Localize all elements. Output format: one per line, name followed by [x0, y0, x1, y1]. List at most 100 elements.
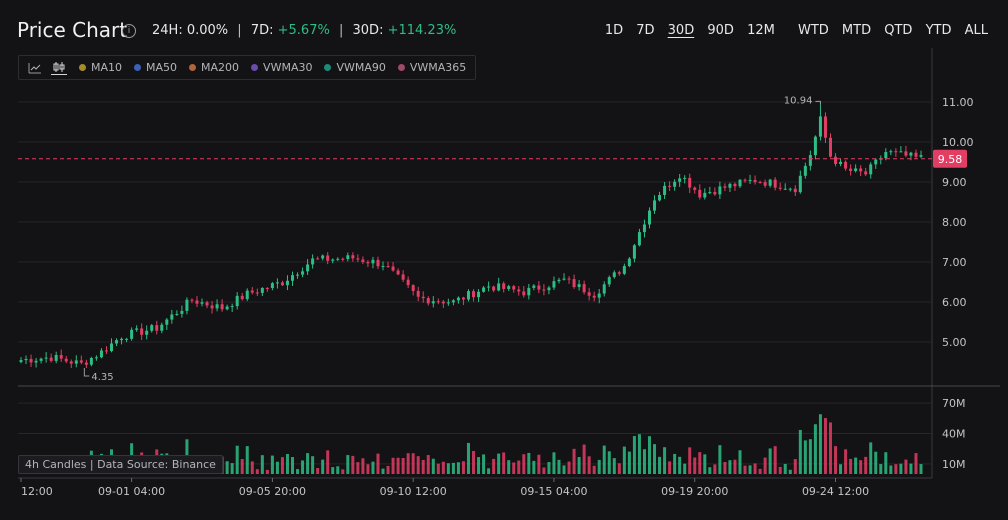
volume-bar	[542, 467, 546, 474]
volume-bar	[446, 463, 450, 474]
range-30d[interactable]: 30D	[667, 23, 695, 38]
volume-bar	[688, 447, 692, 474]
range-selector: 1D 7D 30D 90D 12M WTD MTD QTD YTD ALL	[596, 23, 988, 38]
candle-body	[29, 358, 33, 363]
volume-bar	[909, 463, 913, 474]
volume-bar	[793, 459, 797, 474]
candle-body	[135, 328, 139, 330]
volume-bar	[869, 442, 873, 474]
candle-body	[316, 258, 320, 260]
time-tick-label: 09-01 04:00	[98, 485, 165, 498]
info-icon[interactable]: i	[122, 24, 136, 38]
volume-bar	[798, 429, 802, 474]
volume-bar	[547, 462, 551, 474]
volume-tick-label: 70M	[942, 397, 966, 410]
indicator-ma200[interactable]: MA200	[189, 61, 239, 74]
volume-bar	[321, 459, 325, 474]
range-ytd[interactable]: YTD	[925, 23, 952, 38]
candle-body	[653, 200, 657, 211]
candle-body	[356, 258, 360, 260]
volume-bar	[658, 456, 662, 474]
volume-bar	[341, 469, 345, 474]
volume-bar	[899, 463, 903, 474]
volume-bar	[919, 464, 923, 474]
line-chart-icon[interactable]	[27, 61, 43, 75]
candle-body	[210, 305, 214, 309]
candle-body	[844, 161, 848, 169]
candle-body	[466, 291, 470, 300]
candle-body	[391, 266, 395, 271]
indicator-ma10[interactable]: MA10	[79, 61, 122, 74]
indicator-vwma90[interactable]: VWMA90	[324, 61, 386, 74]
range-12m[interactable]: 12M	[747, 23, 775, 38]
volume-bar	[487, 468, 491, 474]
time-tick-label: 09-19 20:00	[661, 485, 728, 498]
volume-bar	[265, 469, 269, 474]
volume-tick-label: 40M	[942, 428, 966, 441]
candle-body	[527, 287, 531, 296]
candle-body	[512, 286, 516, 290]
candle-body	[663, 185, 667, 195]
volume-bar	[562, 465, 566, 474]
volume-bar	[351, 455, 355, 474]
range-1d[interactable]: 1D	[604, 23, 624, 38]
candle-body	[140, 328, 144, 335]
candle-body	[582, 284, 586, 293]
candle-body	[401, 274, 405, 280]
volume-bar	[235, 445, 239, 474]
candle-body	[39, 358, 43, 361]
range-qtd[interactable]: QTD	[884, 23, 913, 38]
volume-bar	[361, 458, 365, 474]
volume-bar	[738, 450, 742, 474]
candle-body	[914, 152, 918, 157]
candle-body	[326, 255, 330, 261]
candle-body	[834, 156, 838, 165]
volume-bar	[763, 457, 767, 474]
volume-bar	[296, 469, 300, 474]
candle-body	[668, 185, 672, 187]
candle-body	[456, 297, 460, 301]
candle-body	[738, 179, 742, 187]
candle-body	[537, 285, 541, 290]
volume-bar	[260, 455, 264, 474]
range-wtd[interactable]: WTD	[797, 23, 829, 38]
indicator-vwma365[interactable]: VWMA365	[397, 61, 466, 74]
chart-header: Price Chart i 24H: 0.00% | 7D: +5.67% | …	[0, 0, 1008, 54]
range-90d[interactable]: 90D	[707, 23, 734, 38]
candle-body	[753, 179, 757, 183]
range-mtd[interactable]: MTD	[841, 23, 872, 38]
volume-bar	[376, 453, 380, 474]
indicator-color-dot	[397, 64, 405, 71]
indicator-vwma30[interactable]: VWMA30	[251, 61, 312, 74]
volume-bar	[823, 418, 827, 474]
time-tick-label: 09-10 12:00	[380, 485, 447, 498]
volume-bar	[436, 463, 440, 474]
candle-body	[612, 272, 616, 278]
candle-body	[260, 287, 264, 293]
candle-body	[306, 264, 310, 272]
candle-body	[673, 181, 677, 187]
indicator-label: MA10	[91, 61, 123, 74]
candle-body	[532, 285, 536, 288]
volume-bar	[386, 465, 390, 474]
volume-bar	[461, 461, 465, 474]
candle-body	[175, 313, 179, 315]
candlestick-icon[interactable]	[51, 60, 67, 75]
volume-bar	[466, 442, 470, 474]
candle-body	[250, 290, 254, 293]
range-all[interactable]: ALL	[964, 23, 988, 38]
volume-bar	[356, 462, 360, 474]
candle-body	[311, 258, 315, 265]
candle-body	[336, 258, 340, 260]
indicator-ma50[interactable]: MA50	[134, 61, 177, 74]
candle-body	[607, 277, 611, 285]
candle-body	[89, 358, 93, 365]
volume-bar	[411, 453, 415, 474]
volume-bar	[441, 461, 445, 474]
volume-bar	[748, 465, 752, 474]
candle-body	[859, 168, 863, 172]
range-7d[interactable]: 7D	[636, 23, 655, 38]
candle-body	[371, 259, 375, 264]
candle-body	[94, 357, 98, 359]
